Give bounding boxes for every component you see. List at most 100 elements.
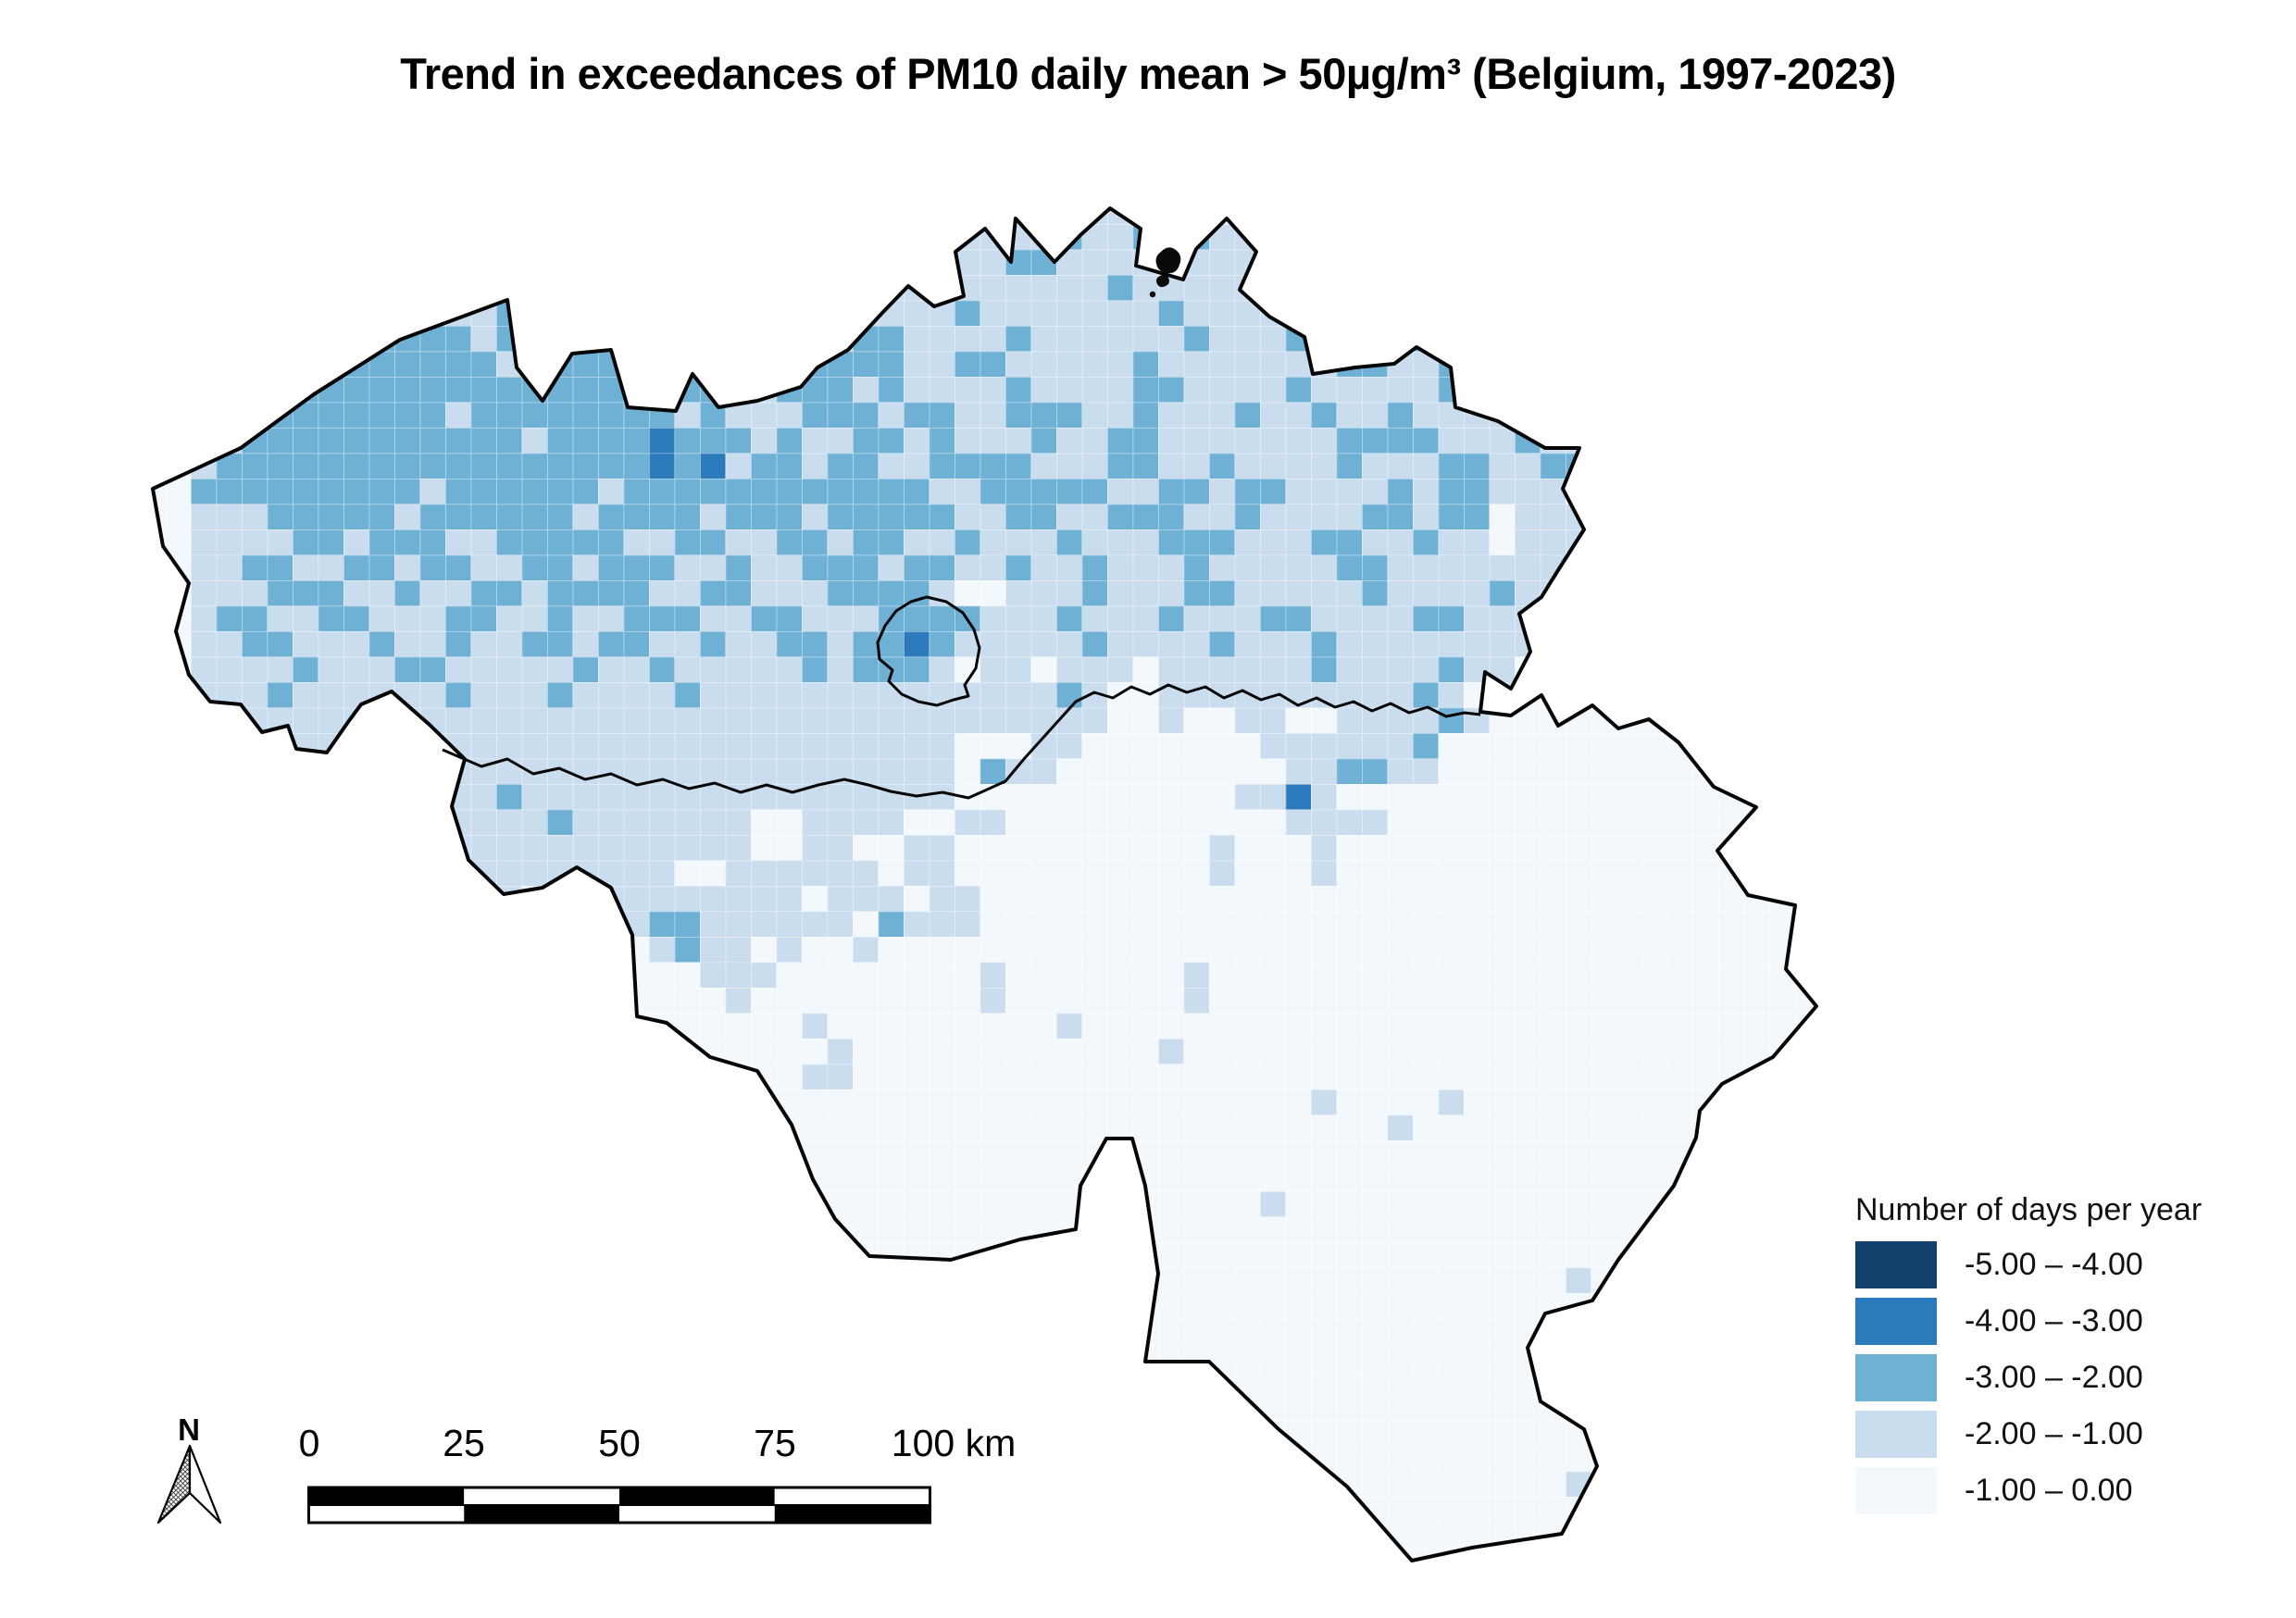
grid-cell [572, 275, 598, 301]
grid-cell [267, 784, 293, 810]
grid-cell [419, 860, 445, 886]
legend-row: -4.00 – -3.00 [1855, 1298, 2202, 1345]
grid-cell [853, 275, 879, 301]
grid-cell [623, 275, 649, 301]
grid-cell [368, 835, 394, 861]
grid-cell [293, 809, 318, 835]
grid-cell [725, 326, 751, 352]
grid-cell [419, 275, 445, 301]
grid-cell [191, 733, 217, 759]
grid-cell [700, 300, 726, 326]
grid-cell [725, 351, 751, 377]
grid-cell [904, 224, 930, 250]
grid-cell [445, 937, 471, 963]
grid-cell [419, 784, 445, 810]
grid-cell [1464, 351, 1490, 377]
legend-swatch [1855, 1298, 1937, 1345]
grid-cell [445, 860, 471, 886]
grid-cell [649, 351, 675, 377]
legend-row: -5.00 – -4.00 [1855, 1241, 2202, 1288]
grid-cell [1566, 351, 1591, 377]
grid-cell [419, 758, 445, 784]
grid-cell [674, 351, 700, 377]
grid-cell [751, 351, 777, 377]
legend-title: Number of days per year [1855, 1192, 2202, 1227]
grid-cell [572, 300, 598, 326]
grid-cell [1260, 275, 1286, 301]
baarle-enclaves-icon [1149, 247, 1181, 298]
grid-cell [394, 911, 420, 937]
grid-cell [242, 809, 268, 835]
grid-cell [394, 809, 420, 835]
grid-cell [368, 809, 394, 835]
grid-cell [267, 835, 293, 861]
scale-label-100: 100 km [892, 1422, 1016, 1464]
grid-cell [1438, 300, 1464, 326]
grid-cell [419, 809, 445, 835]
grid-cell [216, 733, 242, 759]
grid-cell [1311, 326, 1337, 352]
grid-cell [293, 351, 318, 377]
grid-cell [1362, 300, 1388, 326]
scale-label-25: 25 [443, 1422, 485, 1464]
grid-cell [521, 300, 547, 326]
grid-cell [1132, 208, 1158, 224]
grid-cell [649, 300, 675, 326]
grid-cell [776, 275, 802, 301]
grid-cell [394, 300, 420, 326]
grid-cell [598, 326, 624, 352]
grid-cell [293, 835, 318, 861]
grid-cell [419, 911, 445, 937]
grid-cell [1591, 453, 1616, 479]
raster-layer [153, 208, 1816, 1561]
grid-cell [929, 249, 955, 275]
grid-cell [1311, 300, 1337, 326]
legend-label: -3.00 – -2.00 [1965, 1360, 2143, 1395]
grid-cell [394, 758, 420, 784]
grid-cell [1540, 351, 1566, 377]
grid-cell [470, 275, 496, 301]
grid-cell [242, 733, 268, 759]
grid-cell [368, 758, 394, 784]
grid-cell [1489, 377, 1515, 403]
grid-cell [267, 809, 293, 835]
belgium-outline [151, 206, 1818, 1562]
grid-cell [1464, 300, 1490, 326]
north-arrow-icon: N [156, 1413, 222, 1525]
grid-cell [419, 886, 445, 912]
grid-cell [1362, 326, 1388, 352]
grid-cell [827, 300, 853, 326]
grid-cell [394, 835, 420, 861]
grid-cell [1591, 402, 1616, 428]
legend-label: -1.00 – 0.00 [1965, 1473, 2133, 1508]
grid-cell [623, 326, 649, 352]
grid-cell [1515, 351, 1541, 377]
grid-cell [470, 937, 496, 963]
grid-cell [547, 275, 573, 301]
grid-cell [1311, 275, 1337, 301]
grid-cell [242, 758, 268, 784]
brussels-outline [876, 595, 981, 707]
grid-cell [649, 377, 675, 403]
scale-label-75: 75 [754, 1422, 796, 1464]
grid-cell [1566, 326, 1591, 352]
grid-cell [1489, 351, 1515, 377]
grid-cell [394, 733, 420, 759]
grid-cell [1566, 656, 1591, 682]
grid-cell [521, 326, 547, 352]
grid-cell [394, 886, 420, 912]
grid-cell [368, 300, 394, 326]
grid-cell [242, 402, 268, 428]
grid-cell [521, 351, 547, 377]
grid-cell [1464, 326, 1490, 352]
grid-cell [343, 784, 369, 810]
grid-cell [191, 428, 217, 454]
grid-cell [878, 249, 904, 275]
grid-cell [165, 377, 191, 403]
scale-bar: 0 25 50 75 100 km [299, 1422, 1016, 1525]
grid-cell [216, 758, 242, 784]
legend-swatch [1855, 1467, 1937, 1514]
grid-cell [802, 326, 828, 352]
grid-cell [623, 300, 649, 326]
